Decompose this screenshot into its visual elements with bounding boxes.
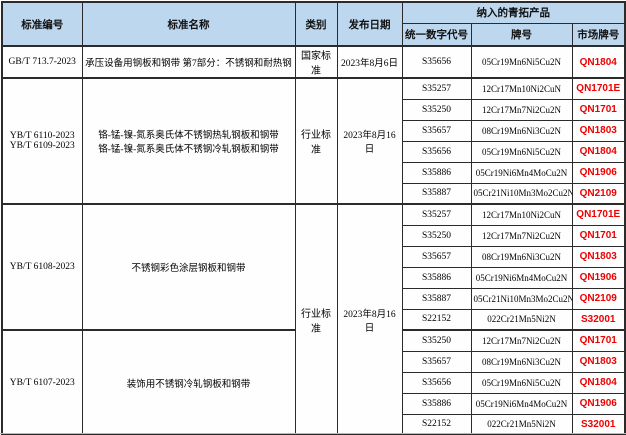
unified-code-cell: S35657 (401, 119, 472, 142)
market-grade-cell: QN1701E (571, 77, 626, 100)
col-header-grade: 牌号 (470, 22, 573, 47)
standard-name-cell: 承压设备用钢板和钢带 第7部分：不锈钢和耐热钢 (81, 45, 296, 79)
grade-cell: 05Cr19Ni6Mn4MoCu2N (470, 161, 573, 184)
col-header-standard-no: 标准编号 (1, 1, 83, 47)
market-grade-cell: QN1804 (571, 371, 626, 394)
table-row: S35886 05Cr19Ni6Mn4MoCu2N QN1906 (2, 266, 626, 289)
unified-code-cell: S35886 (401, 392, 472, 415)
unified-code-cell: S35657 (401, 350, 472, 373)
market-grade-cell: S32001 (571, 413, 626, 435)
unified-code-cell: S35250 (401, 98, 472, 121)
standard-name-cell: 装饰用不锈钢冷轧钢板和钢带 (81, 329, 296, 435)
table-row: YB/T 6108-2023 不锈钢彩色涂层钢板和钢带 行业标准 2023年8月16日… (1, 203, 626, 435)
unified-code-cell: S35656 (401, 371, 472, 394)
market-grade-cell: QN1701 (571, 98, 626, 121)
unified-code-cell: S35886 (401, 161, 472, 184)
market-grade-cell: QN1906 (571, 161, 626, 184)
grade-cell: 05Cr21Ni10Mn3Mo2Cu2N (470, 182, 573, 205)
market-grade-cell: QN1804 (571, 140, 626, 163)
grade-cell: 08Cr19Mn6Ni3Cu2N (470, 350, 573, 373)
market-grade-cell: QN2109 (571, 182, 626, 205)
col-header-standard-name: 标准名称 (81, 1, 296, 47)
standard-name-cell: 不锈钢彩色涂层钢板和钢带 (81, 203, 296, 331)
market-grade-cell: QN1701E (571, 203, 626, 226)
unified-code-cell: S35257 (401, 203, 472, 226)
market-grade-cell: QN1803 (571, 245, 626, 268)
pub-date-cell: 2023年8月16日 (336, 77, 403, 205)
unified-code-cell: S35250 (401, 224, 472, 247)
unified-code-cell: S35257 (401, 77, 472, 100)
market-grade-cell: QN1906 (571, 392, 626, 415)
market-grade-cell: S32001 (571, 308, 626, 331)
unified-code-cell: S22152 (401, 413, 472, 435)
table-row: S35656 05Cr19Mn6Ni5Cu2N QN1804 (2, 371, 626, 394)
table-row: S35887 05Cr21Ni10Mn3Mo2Cu2N QN2109 (2, 182, 626, 205)
col-header-unified-code: 统一数字代号 (401, 22, 472, 47)
grade-cell: 05Cr19Mn6Ni5Cu2N (470, 371, 573, 394)
grade-cell: 12Cr17Mn10Ni2CuN (470, 77, 573, 100)
col-header-products-group: 纳入的青拓产品 (401, 1, 626, 24)
unified-code-cell: S35657 (401, 245, 472, 268)
grade-cell: 12Cr17Mn10Ni2CuN (470, 203, 573, 226)
market-grade-cell: QN2109 (571, 287, 626, 310)
table-body: GB/T 713.7-2023 承压设备用钢板和钢带 第7部分：不锈钢和耐热钢 国家… (1, 45, 626, 435)
unified-code-cell: S35656 (401, 45, 472, 79)
unified-code-cell: S35887 (401, 182, 472, 205)
header-row-sub: 统一数字代号 牌号 市场牌号 (2, 22, 626, 47)
category-cell: 国家标准 (294, 45, 338, 79)
unified-code-cell: S35887 (401, 287, 472, 310)
market-grade-cell: QN1906 (571, 266, 626, 289)
col-header-category: 类别 (294, 1, 338, 47)
market-grade-cell: QN1701 (571, 224, 626, 247)
col-header-pub-date: 发布日期 (336, 1, 403, 47)
table-row: YB/T 6110-2023 YB/T 6109-2023 铬-锰-镍-氮系奥氏体… (1, 77, 626, 205)
header-row-top: 标准编号 标准名称 类别 发布日期 纳入的青拓产品 (1, 1, 626, 47)
table-row: S35250 12Cr17Mn7Ni2Cu2N QN1701 (2, 224, 626, 247)
market-grade-cell: QN1803 (571, 350, 626, 373)
grade-cell: 12Cr17Mn7Ni2Cu2N (470, 98, 573, 121)
grade-cell: 05Cr19Mn6Ni5Cu2N (470, 140, 573, 163)
grade-cell: 05Cr19Ni6Mn4MoCu2N (470, 266, 573, 289)
table-row: S35886 05Cr19Ni6Mn4MoCu2N QN1906 (2, 161, 626, 184)
table-row: YB/T 6107-2023 装饰用不锈钢冷轧钢板和钢带 S35250 12Cr17M… (1, 329, 626, 435)
grade-cell: 08Cr19Mn6Ni3Cu2N (470, 119, 573, 142)
grade-cell: 08Cr19Mn6Ni3Cu2N (470, 245, 573, 268)
grade-cell: 05Cr19Ni6Mn4MoCu2N (470, 392, 573, 415)
grade-cell: 05Cr21Ni10Mn3Mo2Cu2N (470, 287, 573, 310)
category-cell: 行业标准 (294, 77, 338, 205)
unified-code-cell: S22152 (401, 308, 472, 331)
table-row: S35657 08Cr19Mn6Ni3Cu2N QN1803 (2, 245, 626, 268)
grade-cell: 12Cr17Mn7Ni2Cu2N (470, 224, 573, 247)
col-header-market-grade: 市场牌号 (571, 22, 626, 47)
unified-code-cell: S35250 (401, 329, 472, 352)
standard-name-cell: 铬-锰-镍-氮系奥氏体不锈钢热轧钢板和钢带 铬-锰-镍-氮系奥氏体不锈钢冷轧钢板… (81, 77, 296, 205)
table-row: GB/T 713.7-2023 承压设备用钢板和钢带 第7部分：不锈钢和耐热钢 国家… (1, 45, 626, 79)
unified-code-cell: S35656 (401, 140, 472, 163)
pub-date-cell: 2023年8月16日 (336, 203, 403, 435)
excel-gridline (0, 433, 626, 434)
unified-code-cell: S35886 (401, 266, 472, 289)
grade-cell: 05Cr19Mn6Ni5Cu2N (470, 45, 573, 79)
grade-cell: 022Cr21Mn5Ni2N (470, 308, 573, 331)
table-row: S22152 022Cr21Mn5Ni2N S32001 (2, 308, 626, 331)
market-grade-cell: QN1803 (571, 119, 626, 142)
table-row: S35657 08Cr19Mn6Ni3Cu2N QN1803 (2, 119, 626, 142)
category-cell: 行业标准 (294, 203, 338, 435)
table-row: S35887 05Cr21Ni10Mn3Mo2Cu2N QN2109 (2, 287, 626, 310)
grade-cell: 12Cr17Mn7Ni2Cu2N (470, 329, 573, 352)
table-row: S35886 05Cr19Ni6Mn4MoCu2N QN1906 (2, 392, 626, 415)
standard-number-cell: YB/T 6108-2023 (1, 203, 83, 331)
pub-date-cell: 2023年8月6日 (336, 45, 403, 79)
standard-number-cell: GB/T 713.7-2023 (1, 45, 83, 79)
standard-number-cell: YB/T 6107-2023 (1, 329, 83, 435)
market-grade-cell: QN1804 (571, 45, 626, 79)
market-grade-cell: QN1701 (571, 329, 626, 352)
table-row: S22152 022Cr21Mn5Ni2N S32001 (2, 413, 626, 435)
standard-number-cell: YB/T 6110-2023 YB/T 6109-2023 (1, 77, 83, 205)
grade-cell: 022Cr21Mn5Ni2N (470, 413, 573, 435)
